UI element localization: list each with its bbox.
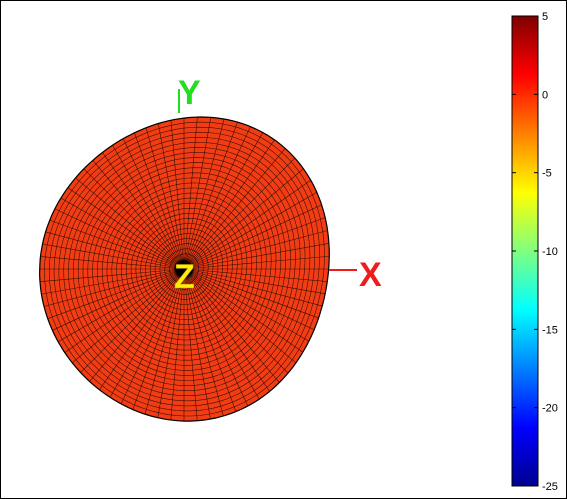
colorbar-tick-label: 5 [542,11,548,23]
mesh-radial-line [183,203,324,270]
mesh-radial-line [145,125,185,270]
colorbar-tick-label: -5 [542,168,552,180]
mesh-radial-line [101,150,185,270]
mesh-radial-line [73,176,185,270]
mesh-radial-line [183,268,305,354]
mesh-radial-line [39,268,185,295]
mesh-radial-line [183,268,290,375]
mesh-radial-line [120,268,185,406]
mesh-radial-line [42,268,185,308]
mesh-radial-line [183,138,276,270]
mesh-radial-line [183,146,287,270]
colorbar-ticks: 5 0 -5 -10 -15 -20 -25 [512,11,558,493]
mesh-radial-line [183,268,212,422]
surface-mesh [39,117,330,422]
mesh-radial-line [183,268,237,414]
z-axis-label: Z [174,258,195,296]
y-axis-label: Y [178,74,201,112]
colorbar-tick-label: 0 [542,89,548,101]
mesh-radial-line [183,191,319,270]
mesh-radial-line [183,268,261,402]
mesh-radial-line [47,219,185,270]
mesh-radial-line [183,167,306,270]
mesh-radial-line [62,268,185,354]
mesh-radial-line [108,268,185,400]
mesh-radial-line [183,268,281,385]
mesh-radial-line [39,256,185,270]
mesh-radial-line [170,268,185,422]
colorbar-tick-label: -20 [542,403,558,415]
mesh-radial-line [111,143,185,270]
mesh-radial-line [183,268,298,365]
mesh-radial-line [183,268,321,319]
mesh-radial-line [91,158,185,270]
mesh-radial-line [183,268,225,418]
mesh-radial-line [183,242,330,270]
colorbar: 5 0 -5 -10 -15 -20 -25 [511,11,558,493]
mesh-radial-line [170,118,185,270]
mesh-radial-line [98,268,185,392]
mesh-radial-line [183,124,252,270]
mesh-radial-line [183,117,198,270]
colorbar-tick-label: -25 [542,481,558,493]
mesh-radial-line [183,268,272,394]
mesh-radial-line [43,231,185,270]
surface-disc [38,116,330,422]
disc-center [175,260,193,278]
mesh-radial-line [82,167,185,270]
mesh-radial-line [183,255,330,270]
mesh-radial-line [183,156,297,270]
mesh-radial-line [70,268,185,365]
mesh-radial-line [183,268,311,343]
mesh-radial-line [66,186,185,270]
mesh-radial-line [56,268,185,343]
colorbar-tick-label: -15 [542,324,558,336]
mesh-radial-line [183,268,325,307]
mesh-radial-line [183,117,212,270]
mesh-radial-line [183,178,313,270]
mesh-radial-line [59,196,185,270]
mesh-radial-line [45,268,185,320]
mesh-radial-line [157,268,185,420]
mesh-radial-line [183,268,249,408]
mesh-radial-line [183,229,330,270]
mesh-radial-line [133,130,185,270]
mesh-radial-line [183,120,239,270]
mesh-radial-line [157,121,185,270]
mesh-radial-line [183,268,198,422]
mesh-radial-line [39,268,185,283]
mesh-radial-line [183,268,328,295]
mesh-radial-line [78,268,185,375]
mesh-radial-line [52,207,185,270]
mesh-radial-line [122,136,185,270]
mesh-radial-line [183,117,225,270]
mesh-radial-line [144,268,185,417]
mesh-radial-line [183,268,317,331]
mesh-radial-line [40,243,185,270]
colorbar-tick-label: -10 [542,246,558,258]
mesh-radial-line [183,268,330,282]
mesh-radial-line [131,268,185,412]
mesh-radial-line [50,268,185,332]
mesh-radial-line [183,216,328,270]
mesh-radial-line [183,130,265,270]
mesh-radial-line [88,268,185,384]
x-axis-label: X [359,256,382,294]
